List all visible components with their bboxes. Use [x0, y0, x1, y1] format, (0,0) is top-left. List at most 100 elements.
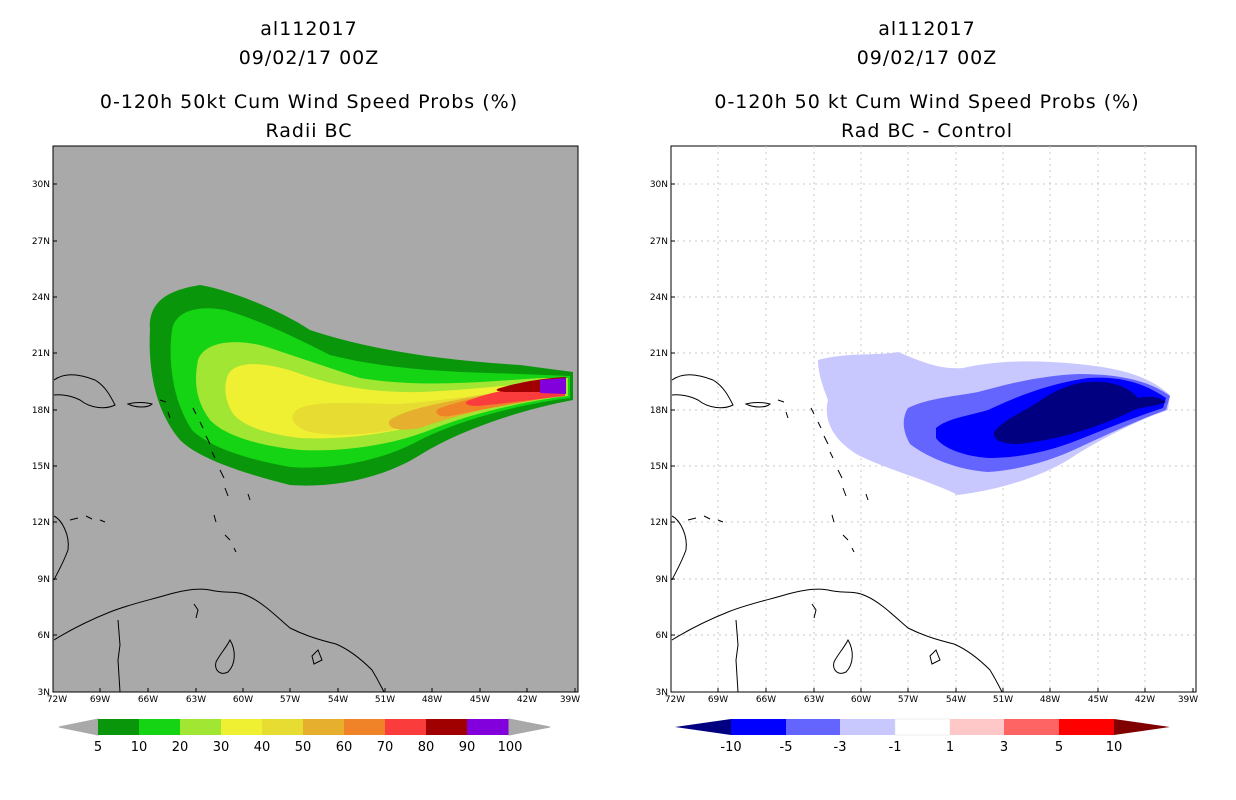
- y-tick-label: 12N: [32, 518, 50, 528]
- x-tick-label: 69W: [90, 695, 110, 705]
- x-tick-label: 57W: [280, 695, 300, 705]
- forecast-date: 09/02/17 00Z: [856, 47, 998, 69]
- x-tick-label: 48W: [422, 695, 442, 705]
- storm-id: al112017: [260, 18, 358, 40]
- x-tick-label: 42W: [517, 695, 537, 705]
- colorbar-label: 60: [336, 740, 353, 755]
- y-tick-label: 24N: [32, 293, 50, 303]
- colorbar-left-arrow: [58, 718, 99, 736]
- storm-id: al112017: [878, 18, 976, 40]
- y-tick-label: 27N: [650, 237, 668, 247]
- tick-marks: [52, 183, 576, 692]
- x-tick-label: 42W: [1135, 695, 1155, 705]
- x-tick-label: 54W: [328, 695, 348, 705]
- colorbar-swatch: [894, 718, 951, 736]
- y-tick-label: 21N: [650, 349, 668, 359]
- x-tick-label: 51W: [993, 695, 1013, 705]
- colorbar-swatch: [221, 719, 262, 735]
- y-tick-label: 15N: [32, 462, 50, 472]
- colorbar-swatch: [840, 719, 895, 735]
- coastlines: [53, 374, 385, 693]
- colorbar-label: 10: [1106, 740, 1123, 755]
- x-tick-label: 54W: [946, 695, 966, 705]
- y-tick-label: 18N: [32, 406, 50, 416]
- right-panel: al112017 09/02/17 00Z 0-120h 50 kt Cum W…: [618, 0, 1236, 800]
- colorbar-label: 10: [131, 740, 148, 755]
- colorbar-swatch: [1004, 719, 1059, 735]
- colorbar-label: -3: [834, 740, 847, 755]
- colorbar-swatch: [385, 719, 426, 735]
- x-tick-label: 48W: [1040, 695, 1060, 705]
- x-tick-label: 39W: [560, 695, 580, 705]
- x-tick-label: 72W: [47, 695, 67, 705]
- colorbar-label: 3: [1000, 740, 1008, 755]
- x-tick-label: 72W: [665, 695, 685, 705]
- colorbar-swatch: [731, 719, 786, 735]
- y-tick-label: 6N: [38, 631, 50, 641]
- colorbar-swatch: [426, 719, 467, 735]
- probability-plume: [149, 285, 573, 486]
- y-axis: 3N 6N 9N 12N 15N 18N 21N 24N 27N 30N: [32, 180, 50, 698]
- colorbar: -10 -5 -3 -1 1 3 5 10: [675, 718, 1170, 755]
- y-axis: 3N 6N 9N 12N 15N 18N 21N 24N 27N 30N: [650, 180, 668, 698]
- y-tick-label: 3N: [38, 688, 50, 698]
- x-axis: 72W 69W 66W 63W 60W 57W 54W 51W 48W 45W …: [47, 695, 580, 705]
- x-tick-label: 66W: [756, 695, 776, 705]
- x-tick-label: 63W: [804, 695, 824, 705]
- colorbar-left-arrow: [675, 719, 731, 735]
- colorbar-label: 5: [94, 740, 102, 755]
- x-tick-label: 69W: [708, 695, 728, 705]
- coastlines: [671, 374, 1003, 693]
- y-tick-label: 18N: [650, 406, 668, 416]
- colorbar-label: -1: [889, 740, 902, 755]
- difference-plume: [818, 352, 1170, 495]
- colorbar-swatch: [303, 719, 344, 735]
- colorbar-label: -10: [720, 740, 741, 755]
- colorbar-label: 100: [498, 740, 523, 755]
- y-tick-label: 21N: [32, 349, 50, 359]
- colorbar-swatch: [344, 719, 385, 735]
- colorbar-label: 90: [459, 740, 476, 755]
- x-tick-label: 45W: [470, 695, 490, 705]
- x-tick-label: 60W: [851, 695, 871, 705]
- colorbar-label: 1: [946, 740, 954, 755]
- colorbar-swatch: [786, 719, 840, 735]
- colorbar-swatch: [467, 719, 509, 735]
- x-tick-label: 60W: [233, 695, 253, 705]
- y-tick-label: 30N: [650, 180, 668, 190]
- x-tick-label: 45W: [1088, 695, 1108, 705]
- colorbar-swatch: [950, 719, 1004, 735]
- colorbar-swatch: [262, 719, 303, 735]
- colorbar-right-arrow: [1114, 719, 1170, 735]
- y-tick-label: 30N: [32, 180, 50, 190]
- chart-subtitle: Rad BC - Control: [840, 120, 1014, 142]
- y-tick-label: 9N: [38, 575, 50, 585]
- colorbar-label: 50: [295, 740, 312, 755]
- colorbar-swatch: [180, 719, 221, 735]
- left-map-svg: 72W 69W 66W 63W 60W 57W 54W 51W 48W 45W …: [32, 145, 580, 755]
- x-tick-label: 57W: [898, 695, 918, 705]
- diff-minus-10: [993, 381, 1166, 444]
- x-tick-label: 51W: [375, 695, 395, 705]
- colorbar: 5 10 20 30 40 50 60 70 80 90 100: [58, 718, 551, 755]
- chart-title: 0-120h 50kt Cum Wind Speed Probs (%): [99, 91, 519, 113]
- colorbar-label: 70: [377, 740, 394, 755]
- y-tick-label: 12N: [650, 518, 668, 528]
- colorbar-right-arrow: [508, 718, 551, 736]
- colorbar-label: 40: [254, 740, 271, 755]
- left-panel: al112017 09/02/17 00Z 0-120h 50kt Cum Wi…: [32, 18, 580, 755]
- colorbar-label: -5: [780, 740, 793, 755]
- plume-90: [540, 378, 566, 394]
- x-tick-label: 63W: [186, 695, 206, 705]
- y-tick-label: 3N: [656, 688, 668, 698]
- x-tick-label: 39W: [1178, 695, 1198, 705]
- y-tick-label: 15N: [650, 462, 668, 472]
- colorbar-label: 20: [172, 740, 189, 755]
- colorbar-swatch: [1059, 719, 1114, 735]
- y-tick-label: 27N: [32, 237, 50, 247]
- colorbar-swatch: [139, 719, 180, 735]
- y-tick-label: 24N: [650, 293, 668, 303]
- x-axis: 72W 69W 66W 63W 60W 57W 54W 51W 48W 45W …: [665, 695, 1198, 705]
- y-tick-label: 6N: [656, 631, 668, 641]
- colorbar-swatch: [98, 719, 139, 735]
